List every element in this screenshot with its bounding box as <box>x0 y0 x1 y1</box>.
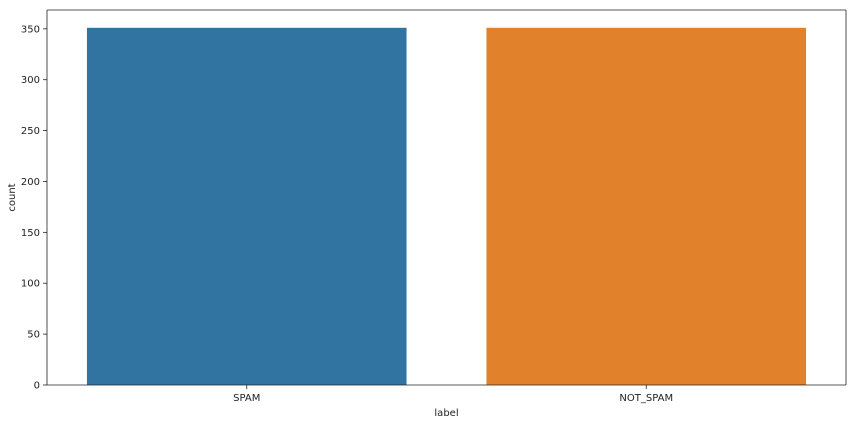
y-axis-title: count <box>7 183 18 211</box>
x-axis-ticks: SPAM NOT_SPAM <box>233 385 673 404</box>
x-axis-title: label <box>434 408 458 419</box>
y-tick-label: 300 <box>21 75 40 86</box>
y-tick-label: 100 <box>21 279 40 290</box>
y-tick-label: 50 <box>27 330 40 341</box>
y-tick-label: 0 <box>34 381 40 392</box>
y-tick-label: 150 <box>21 228 40 239</box>
x-tick-label: SPAM <box>233 393 260 404</box>
y-axis-ticks: 0 50 100 150 200 250 300 350 <box>21 24 47 392</box>
y-tick-label: 350 <box>21 24 40 35</box>
axes-frame <box>46 9 847 386</box>
x-tick-label: NOT_SPAM <box>619 393 673 404</box>
bar-spam <box>86 27 407 385</box>
bars-layer <box>86 27 807 385</box>
y-tick-label: 250 <box>21 126 40 137</box>
bar-not-spam <box>486 27 807 385</box>
y-tick-label: 200 <box>21 177 40 188</box>
